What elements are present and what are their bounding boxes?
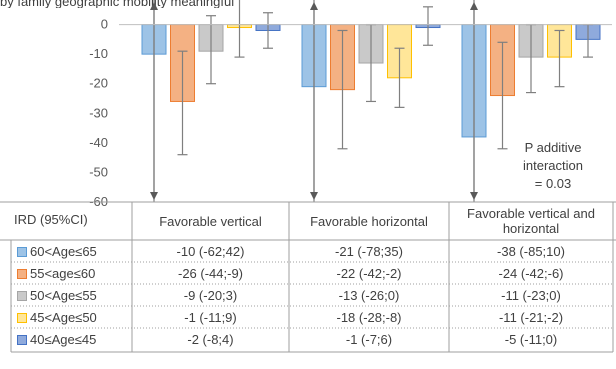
table-row-label: 50<Age≤55 <box>15 285 138 306</box>
table-cell: -10 (-62;42) <box>176 244 245 259</box>
table-cell: -9 (-20;3) <box>183 288 238 303</box>
legend-label: 55<age≤60 <box>30 266 96 281</box>
table-row-label: 40≤Age≤45 <box>15 329 138 350</box>
legend-label: 50<Age≤55 <box>30 288 97 303</box>
arrow-up-icon <box>310 2 318 10</box>
table-cell: -11 (-21;-2) <box>498 310 564 325</box>
arrow-up-icon <box>150 2 158 10</box>
table-row-label: 55<age≤60 <box>15 263 138 284</box>
legend-swatch-55-60 <box>17 268 27 279</box>
y-tick-label: 0 <box>101 17 108 32</box>
table-cell: -1 (-7;6) <box>345 332 393 347</box>
annotation-text: = 0.03 <box>535 176 572 191</box>
column-header-vertical: Favorable vertical <box>159 213 262 229</box>
arrow-up-icon <box>470 2 478 10</box>
annotation-text: P additive <box>525 140 582 155</box>
table-label: IRD (95%CI) <box>14 212 88 227</box>
table-cell: -22 (-42;-2) <box>336 266 402 281</box>
legend-swatch-60-65 <box>17 246 27 257</box>
table-cell: -5 (-11;0) <box>504 332 558 347</box>
table-cell: -11 (-23;0) <box>501 288 561 303</box>
table-cell: -26 (-44;-9) <box>177 266 244 281</box>
legend-label: 45<Age≤50 <box>30 310 97 325</box>
table-cell: -38 (-85;10) <box>497 244 565 259</box>
table-cell: -24 (-42;-6) <box>498 266 564 281</box>
table-row-label: 60<Age≤65 <box>15 241 138 262</box>
table-cell: -18 (-28;-8) <box>336 310 402 325</box>
table-cell: -13 (-26;0) <box>338 288 400 303</box>
arrow-down-icon <box>470 192 478 200</box>
legend-label: 60<Age≤65 <box>30 244 97 259</box>
arrow-down-icon <box>150 192 158 200</box>
legend-swatch-45-50 <box>17 312 27 323</box>
y-tick-label: -40 <box>89 135 108 150</box>
column-header-vertical-horizontal: Favorable vertical and horizontal <box>467 206 595 236</box>
column-header-horizontal: Favorable horizontal <box>310 213 428 229</box>
table-cell: -1 (-11;9) <box>184 310 237 325</box>
legend-label: 40≤Age≤45 <box>30 332 97 347</box>
y-tick-label: -50 <box>89 164 108 179</box>
y-tick-label: -10 <box>89 46 108 61</box>
arrow-down-icon <box>310 192 318 200</box>
legend-swatch-40-45 <box>17 334 27 345</box>
table-row-label: 45<Age≤50 <box>15 307 138 328</box>
y-tick-label: -20 <box>89 76 108 91</box>
table-cell: -21 (-78;35) <box>335 244 403 259</box>
annotation-text: interaction <box>523 158 583 173</box>
chart-top-caption: by family geographic mobility meaningful <box>0 0 235 8</box>
legend-swatch-50-55 <box>17 290 27 301</box>
y-tick-label: -30 <box>89 105 108 120</box>
table-cell: -2 (-8;4) <box>187 332 234 347</box>
